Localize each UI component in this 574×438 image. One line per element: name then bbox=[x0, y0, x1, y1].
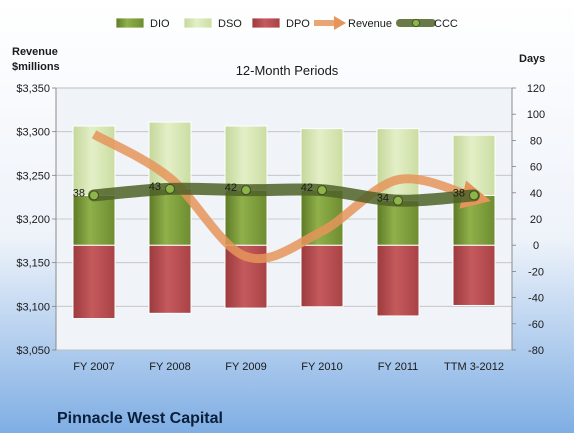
ccc-marker bbox=[394, 196, 403, 205]
legend-swatch-dpo bbox=[252, 18, 280, 28]
left-tick-label: $3,250 bbox=[16, 170, 50, 182]
bar-dio bbox=[453, 195, 495, 245]
bar-dso bbox=[301, 129, 343, 191]
ccc-marker bbox=[242, 186, 251, 195]
company-name: Pinnacle West Capital bbox=[57, 410, 223, 427]
right-tick-label: -20 bbox=[528, 266, 544, 278]
left-tick-label: $3,050 bbox=[16, 345, 50, 357]
category-label: TTM 3-2012 bbox=[444, 361, 504, 373]
left-axis-label-line2: $millions bbox=[12, 61, 60, 73]
right-tick-label: 60 bbox=[530, 162, 542, 174]
bar-dio bbox=[377, 201, 419, 246]
bar-dio bbox=[73, 195, 115, 245]
right-tick-label: 120 bbox=[527, 83, 545, 95]
ccc-marker bbox=[90, 191, 99, 200]
ccc-data-label: 34 bbox=[377, 193, 389, 205]
left-tick-label: $3,100 bbox=[16, 301, 50, 313]
right-axis-label: Days bbox=[519, 53, 545, 65]
right-tick-label: 0 bbox=[533, 240, 539, 252]
ccc-data-label: 42 bbox=[301, 182, 313, 194]
bar-dpo bbox=[149, 245, 191, 313]
left-tick-label: $3,200 bbox=[16, 214, 50, 226]
category-label: FY 2010 bbox=[301, 361, 342, 373]
right-tick-label: -80 bbox=[528, 345, 544, 357]
legend-swatch-dio bbox=[116, 18, 144, 28]
legend-label-dio: DIO bbox=[150, 18, 170, 30]
bar-dpo bbox=[453, 245, 495, 305]
right-tick-label: 40 bbox=[530, 188, 542, 200]
left-tick-label: $3,300 bbox=[16, 127, 50, 139]
legend-swatch-dso bbox=[184, 18, 212, 28]
bar-dpo bbox=[301, 245, 343, 307]
legend-label-dso: DSO bbox=[218, 18, 242, 30]
category-label: FY 2009 bbox=[225, 361, 266, 373]
ccc-data-label: 38 bbox=[73, 187, 85, 199]
left-tick-label: $3,150 bbox=[16, 258, 50, 270]
bar-dso bbox=[225, 126, 267, 190]
ccc-marker bbox=[318, 186, 327, 195]
ccc-data-label: 42 bbox=[225, 182, 237, 194]
ccc-data-label: 38 bbox=[453, 187, 465, 199]
right-tick-label: 20 bbox=[530, 214, 542, 226]
right-tick-label: 100 bbox=[527, 109, 545, 121]
category-label: FY 2007 bbox=[73, 361, 114, 373]
legend-label-revenue: Revenue bbox=[348, 18, 392, 30]
category-label: FY 2011 bbox=[378, 361, 419, 373]
right-tick-label: -40 bbox=[528, 293, 544, 305]
legend-label-dpo: DPO bbox=[286, 18, 310, 30]
bar-dpo bbox=[377, 245, 419, 316]
right-tick-label: 80 bbox=[530, 135, 542, 147]
ccc-marker bbox=[470, 191, 479, 200]
left-axis-label-line1: Revenue bbox=[12, 46, 58, 58]
legend-marker-ccc bbox=[413, 20, 420, 27]
category-label: FY 2008 bbox=[149, 361, 190, 373]
ccc-data-label: 43 bbox=[149, 181, 161, 193]
left-tick-label: $3,350 bbox=[16, 83, 50, 95]
chart-title: 12-Month Periods bbox=[236, 63, 339, 78]
right-tick-label: -60 bbox=[528, 319, 544, 331]
bar-dio bbox=[225, 190, 267, 245]
legend-label-ccc: CCC bbox=[434, 18, 458, 30]
bar-dso bbox=[453, 135, 495, 195]
ccc-marker bbox=[166, 184, 175, 193]
bar-dpo bbox=[73, 245, 115, 318]
